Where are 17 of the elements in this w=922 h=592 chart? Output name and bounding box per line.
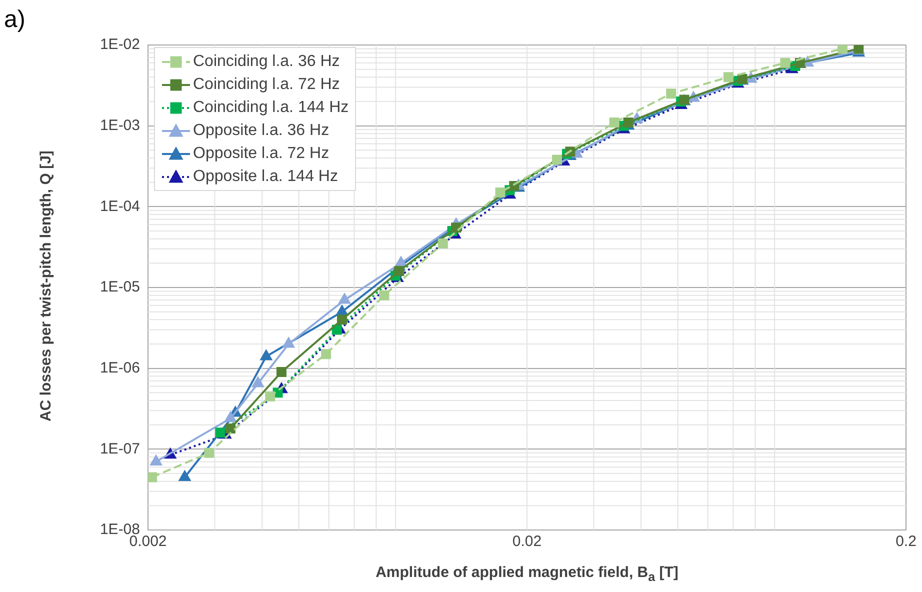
- y-tick-label: 1E-06: [100, 359, 140, 376]
- y-tick-label: 1E-04: [100, 198, 140, 215]
- legend-label: Coinciding l.a. 36 Hz: [193, 52, 340, 72]
- legend-label: Opposite l.a. 72 Hz: [193, 144, 330, 164]
- x-tick-label: 0.02: [512, 533, 542, 550]
- y-tick-label: 1E-07: [100, 440, 140, 458]
- y-axis-title: AC losses per twist-pitch length, Q [J]: [38, 150, 54, 421]
- legend-label: Opposite l.a. 144 Hz: [193, 167, 338, 187]
- x-tick-label: 0.2: [896, 533, 916, 550]
- y-tick-label: 1E-03: [100, 116, 140, 134]
- legend-label: Opposite l.a. 36 Hz: [193, 121, 330, 141]
- x-axis-title: Amplitude of applied magnetic field, B$_{a}$ [T]: [376, 564, 678, 584]
- y-tick-label: 1E-02: [100, 36, 140, 54]
- y-tick-label: 1E-05: [100, 278, 140, 296]
- legend-label: Coinciding l.a. 144 Hz: [193, 98, 349, 118]
- legend-label: Coinciding l.a. 72 Hz: [193, 75, 340, 95]
- text: a): [4, 6, 26, 34]
